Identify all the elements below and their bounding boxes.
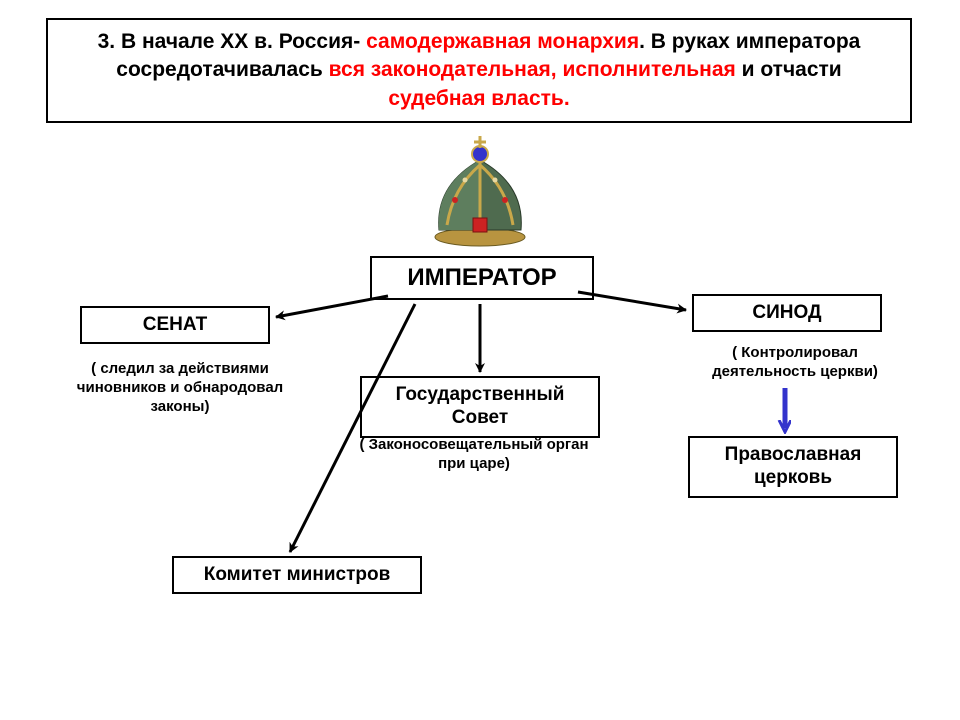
senate-label: СЕНАТ xyxy=(143,314,208,335)
header-p0: 3. В начале ХХ в. Россия- xyxy=(98,30,366,53)
header-p3: вся законодательная, исполнительная xyxy=(329,58,736,81)
header-p5: судебная власть. xyxy=(388,87,569,110)
node-committee: Комитет министров xyxy=(172,556,422,594)
church-label: Православная церковь xyxy=(725,444,862,488)
crown-icon xyxy=(425,130,535,248)
synod-label: СИНОД xyxy=(752,302,821,323)
arrow-emperor-synod xyxy=(578,292,686,310)
node-emperor: ИМПЕРАТОР xyxy=(370,256,594,300)
header-p1: самодержавная монархия xyxy=(366,30,639,53)
node-church: Православная церковь xyxy=(688,436,898,498)
node-senate: СЕНАТ xyxy=(80,306,270,344)
council-label: Государственный Совет xyxy=(396,384,565,428)
node-synod: СИНОД xyxy=(692,294,882,332)
senate-caption: ( следил за действиями чиновников и обна… xyxy=(62,360,298,416)
committee-label: Комитет министров xyxy=(204,564,391,585)
council-caption: ( Законосовещательный орган при царе) xyxy=(352,436,596,474)
emperor-label: ИМПЕРАТОР xyxy=(407,264,556,291)
node-council: Государственный Совет xyxy=(360,376,600,438)
header-p4: и отчасти xyxy=(736,58,842,81)
synod-caption: ( Контролировал деятельность церкви) xyxy=(680,344,910,382)
header-box: 3. В начале ХХ в. Россия- самодержавная … xyxy=(46,18,912,123)
